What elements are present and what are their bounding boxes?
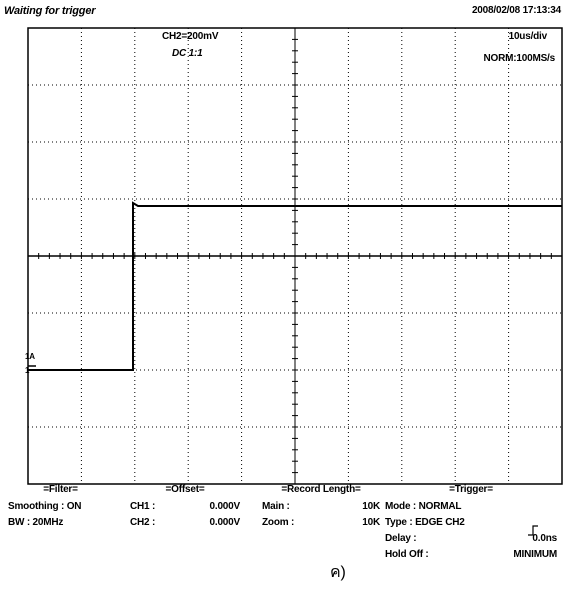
marker-b: 1	[25, 366, 30, 375]
marker-a: 1A	[25, 352, 35, 361]
panel-label: Smoothing : ON	[8, 501, 82, 512]
panel-value: 0.000V	[209, 501, 241, 512]
channel-scale: CH2=200mV	[162, 31, 219, 42]
screen-border	[27, 27, 563, 485]
graticule	[27, 27, 563, 485]
panel-value: 0.0ns	[532, 533, 557, 544]
panel-title: =Record Length=	[281, 484, 361, 495]
panel-title: =Filter=	[43, 484, 78, 495]
panel-label: CH1 :	[130, 501, 156, 512]
time-scale: 10us/div	[508, 31, 548, 42]
panel-label: Hold Off :	[385, 549, 429, 560]
panel-title: =Offset=	[165, 484, 205, 495]
datetime: 2008/02/08 17:13:34	[471, 5, 561, 16]
panel-label: Type : EDGE CH2	[385, 517, 465, 528]
coupling: DC 1:1	[172, 48, 203, 59]
panel-label: Delay :	[385, 533, 417, 544]
sample-rate: NORM:100MS/s	[483, 53, 555, 64]
panel-title: =Trigger=	[449, 484, 493, 495]
status: Waiting for trigger	[4, 5, 96, 17]
panel-value: 0.000V	[209, 517, 241, 528]
panel-value: 10K	[362, 517, 380, 528]
panel-label: Main :	[262, 501, 290, 512]
panel-label: BW : 20MHz	[8, 517, 64, 528]
panel-label: Zoom :	[262, 517, 295, 528]
panel-value: 10K	[362, 501, 380, 512]
edge-icon	[528, 525, 538, 536]
panel-label: CH2 :	[130, 517, 156, 528]
panel-label: Mode : NORMAL	[385, 501, 462, 512]
waveform	[28, 201, 562, 371]
panel-value: MINIMUM	[513, 549, 557, 560]
caption: ค)	[330, 564, 346, 581]
